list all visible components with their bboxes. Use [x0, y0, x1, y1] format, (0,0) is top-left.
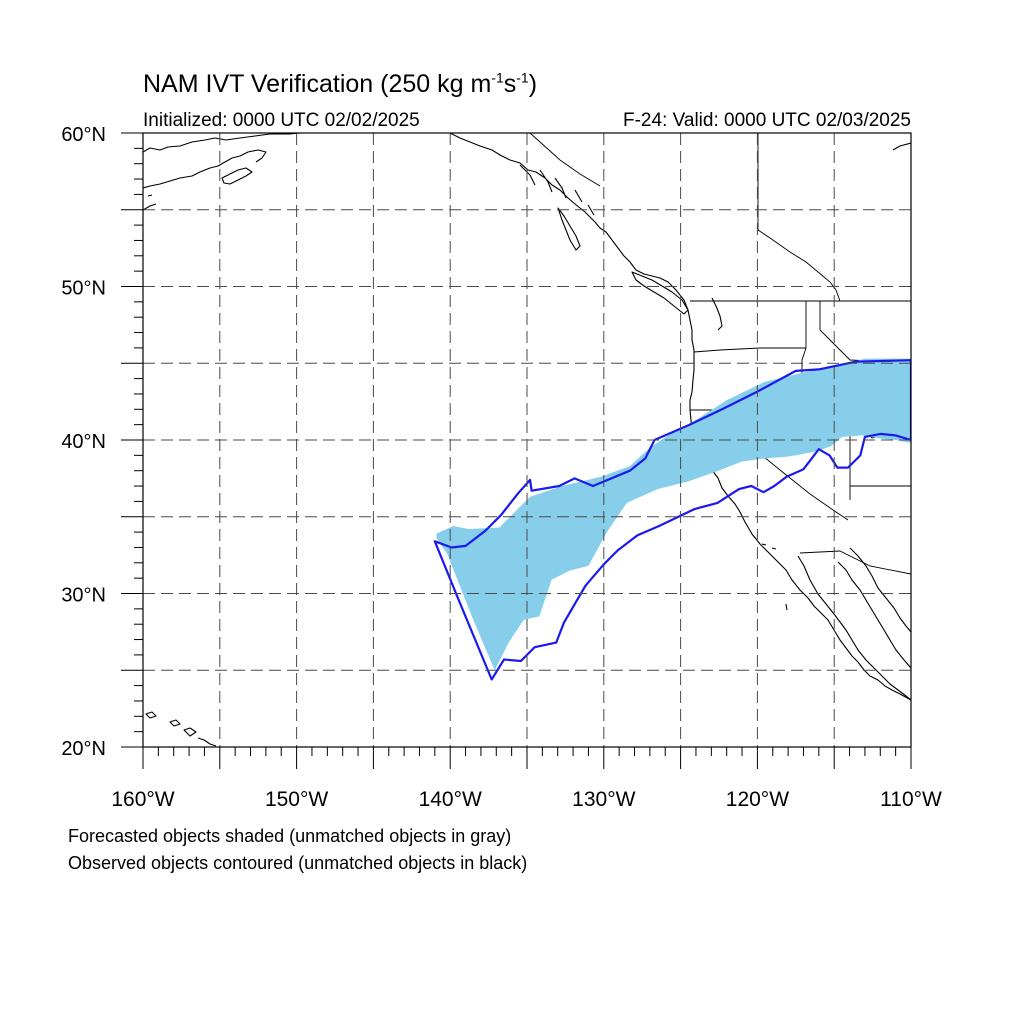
channel-islands — [761, 543, 777, 550]
puget-sound — [711, 297, 723, 331]
baja-california — [797, 555, 911, 701]
forecast-ivt-object — [436, 358, 911, 671]
lon-label-130: 130°W — [572, 788, 635, 811]
forecast-legend-note: Forecasted objects shaded (unmatched obj… — [68, 826, 512, 846]
lon-label-150: 150°W — [265, 788, 328, 811]
title-text: NAM IVT Verification (250 kg m — [143, 70, 492, 98]
alaska-islands — [143, 194, 157, 211]
us-mexico-border — [799, 550, 911, 575]
observed-objects-layer — [433, 359, 911, 681]
hawaii-islands — [145, 711, 217, 747]
observed-legend-note: Observed objects contoured (unmatched ob… — [68, 853, 528, 873]
title-text-s: s — [503, 70, 517, 98]
lat-label-60: 60°N — [61, 124, 106, 146]
valid-time-label: F-24: Valid: 0000 UTC 02/03/2025 — [623, 110, 911, 131]
se-alaska-islands — [519, 164, 595, 216]
axis-labels: 60°N 50°N 40°N 30°N 20°N 160°W 150°W 140°W 130°W… — [61, 124, 942, 811]
haida-gwaii — [557, 207, 581, 251]
lon-label-160: 160°W — [111, 788, 174, 811]
lon-label-140: 140°W — [419, 788, 482, 811]
observed-ivt-contour — [433, 359, 911, 681]
title-exponent-1: -1 — [491, 69, 504, 86]
alaska-canada-border — [529, 133, 601, 187]
lat-lon-grid — [143, 133, 911, 747]
kodiak-island — [221, 167, 253, 185]
lat-label-50: 50°N — [61, 278, 106, 300]
guadalupe-island — [785, 603, 788, 611]
vancouver-island — [631, 271, 689, 315]
title-close-paren: ) — [528, 70, 538, 98]
washington-oregon-border — [693, 347, 806, 353]
map-title: NAM IVT Verification (250 kg m-1s-1) — [143, 70, 537, 99]
forecast-objects-layer — [436, 358, 911, 671]
axis-ticks — [121, 132, 912, 769]
canada-east-coast — [892, 142, 911, 151]
gulf-of-california — [837, 561, 911, 669]
alaska-peninsula-coastline — [143, 149, 267, 189]
lat-label-20: 20°N — [61, 738, 106, 760]
coastline-layer — [143, 133, 911, 747]
init-time-label: Initialized: 0000 UTC 02/02/2025 — [143, 110, 420, 131]
alaska-coastline — [143, 133, 301, 153]
lat-label-30: 30°N — [61, 585, 106, 607]
bc-alberta-border — [757, 133, 841, 302]
title-exponent-2: -1 — [516, 69, 529, 86]
lon-label-120: 120°W — [726, 788, 789, 811]
lat-label-40: 40°N — [61, 431, 106, 453]
lon-label-110: 110°W — [880, 788, 942, 811]
